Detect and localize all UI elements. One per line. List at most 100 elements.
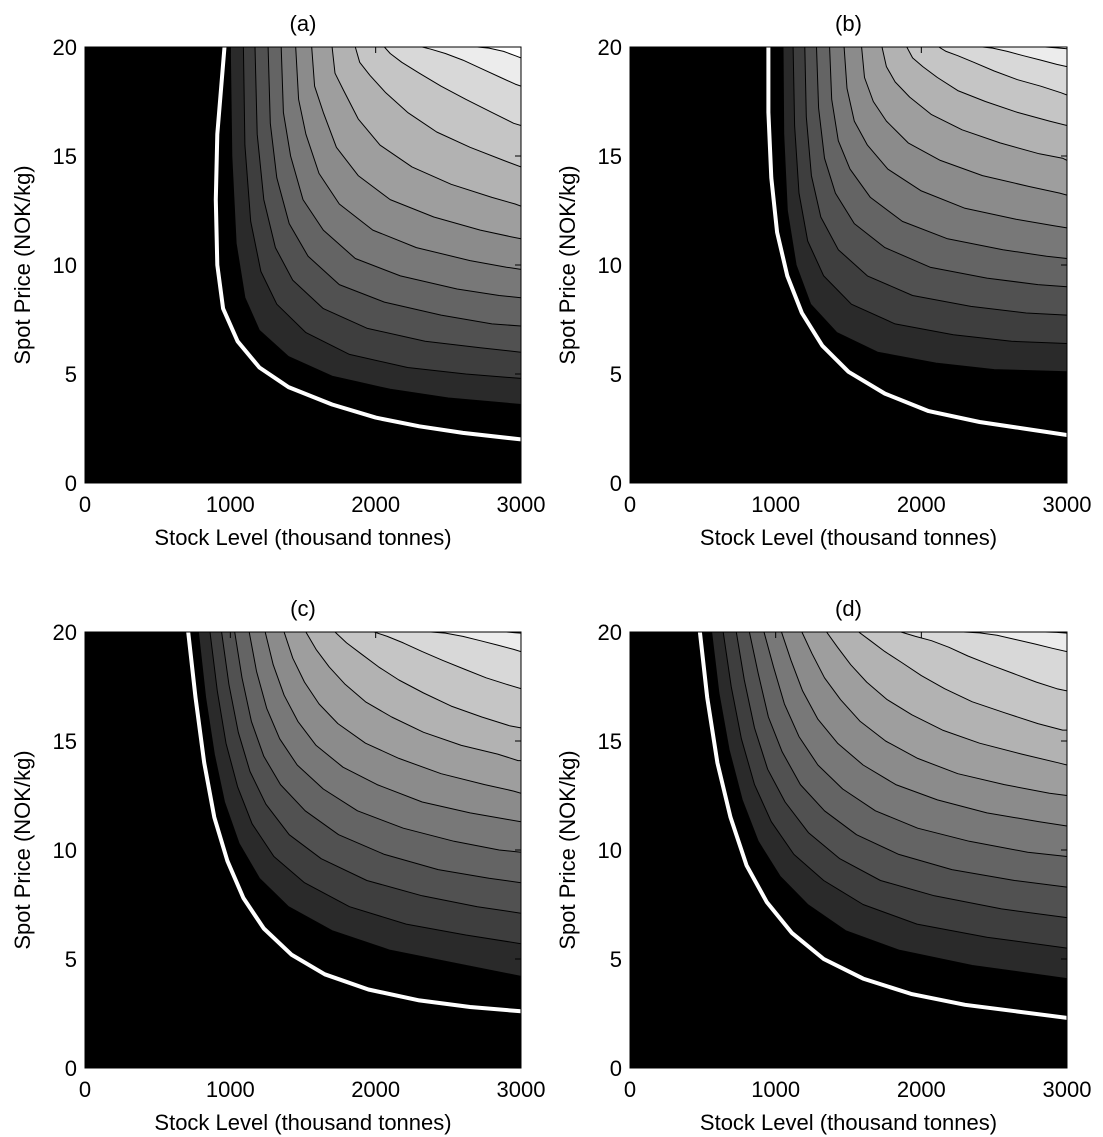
contour-line [242,47,521,379]
y-tick-label: 20 [598,35,622,60]
y-tick-label: 5 [65,947,77,972]
contour-fill-band [477,47,521,58]
x-tick-label: 2000 [351,492,400,517]
plot-area [630,47,1067,483]
y-tick-label: 10 [598,838,622,863]
x-tick-label: 0 [624,492,636,517]
panel-title: (b) [835,11,862,36]
y-axis-title: Spot Price (NOK/kg) [10,750,35,949]
y-tick-label: 0 [65,471,77,496]
x-axis-title: Stock Level (thousand tonnes) [154,1110,451,1135]
x-tick-label: 2000 [351,1077,400,1102]
contour-line [816,47,1067,288]
contour-line [283,632,521,794]
contour-line [305,632,521,762]
x-tick-label: 1000 [751,492,800,517]
x-tick-label: 3000 [497,1077,546,1102]
x-tick-label: 3000 [497,492,546,517]
contour-line [267,47,521,327]
boundary-curve [186,632,521,1014]
x-tick-label: 2000 [897,492,946,517]
boundary-curve [697,632,1067,1020]
contour-line [858,632,1067,731]
y-tick-label: 5 [610,362,622,387]
boundary-curve [213,47,521,442]
y-tick-label: 0 [610,471,622,496]
plot-area [630,632,1067,1068]
plot-area [85,632,521,1068]
contour-line [982,47,1067,68]
contour-line [843,47,1067,229]
contour-line [254,47,521,353]
panel-title: (c) [290,596,316,621]
y-tick-label: 15 [53,144,77,169]
contour-fill-band [900,632,1067,691]
contour-line [234,632,521,884]
contour-line [906,47,1067,126]
y-axis-title: Spot Price (NOK/kg) [555,165,580,364]
y-axis-title: Spot Price (NOK/kg) [555,750,580,949]
y-tick-label: 20 [53,35,77,60]
panel-title: (a) [290,11,317,36]
contour-fill-band [430,632,521,652]
contour-line [781,632,1067,827]
contour-fill-band [963,632,1067,652]
y-tick-label: 5 [610,947,622,972]
contour-fill-band [422,47,521,87]
panel-b: 0 1000 2000 3000 0 5 10 15 20 (b) Stock Level (tho… [555,11,1091,550]
plot-area [85,47,521,483]
contour-line [477,47,521,59]
contour-line [735,632,1067,919]
contour-line [229,47,521,405]
y-tick-label: 0 [610,1056,622,1081]
contour-fill-band [982,47,1067,67]
x-tick-label: 1000 [206,492,255,517]
contour-line [264,632,521,823]
contour-line [280,47,521,299]
x-axis-title: Stock Level (thousand tonnes) [700,1110,997,1135]
contour-line [938,47,1067,96]
x-tick-label: 2000 [897,1077,946,1102]
y-tick-label: 10 [53,838,77,863]
x-tick-label: 1000 [206,1077,255,1102]
contour-line [422,47,521,87]
contour-line [221,632,521,914]
y-tick-label: 15 [53,729,77,754]
contour-line [384,47,521,126]
contour-line [748,632,1067,888]
x-tick-label: 3000 [1043,1077,1092,1102]
contour-line [801,632,1067,796]
x-tick-label: 0 [79,492,91,517]
panel-c: 0 1000 2000 3000 0 5 10 15 20 (c) Stock Level (tho… [10,596,545,1135]
x-axis-title: Stock Level (thousand tonnes) [154,525,451,550]
boundary-curve [766,47,1067,437]
contour-line [209,632,521,945]
x-tick-label: 1000 [751,1077,800,1102]
contour-line [881,47,1067,161]
contour-line [782,47,1067,373]
y-tick-label: 20 [53,620,77,645]
y-tick-label: 15 [598,729,622,754]
x-axis-title: Stock Level (thousand tonnes) [700,525,997,550]
contour-line [963,632,1067,653]
contour-line [374,632,521,690]
contour-line [900,632,1067,692]
y-tick-label: 0 [65,1056,77,1081]
contour-line [763,632,1067,857]
x-tick-label: 3000 [1043,492,1092,517]
contour-line [804,47,1067,316]
contour-line [311,47,521,240]
contour-line [331,47,521,207]
contour-line [354,47,521,168]
contour-line [197,632,521,977]
x-tick-label: 0 [79,1077,91,1102]
y-tick-label: 20 [598,620,622,645]
y-tick-label: 15 [598,144,622,169]
x-tick-label: 0 [624,1077,636,1102]
contour-line [829,47,1067,259]
contour-line [826,632,1067,766]
panel-title: (d) [835,596,862,621]
contour-line [722,632,1067,949]
contour-line [711,632,1067,980]
